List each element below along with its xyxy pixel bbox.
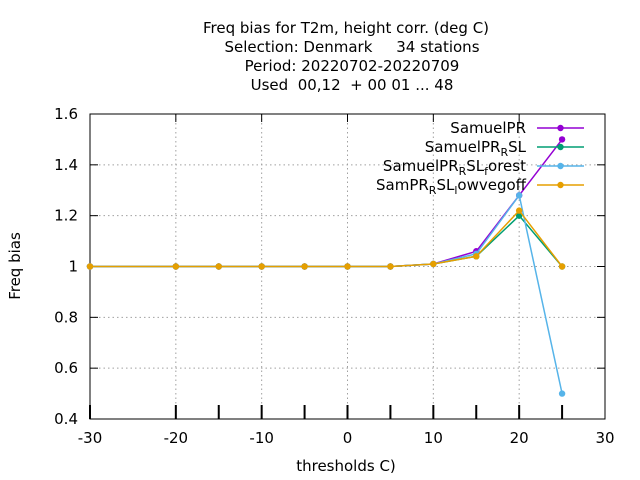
x-tick-label: -30 [78, 429, 103, 447]
data-point [387, 263, 394, 270]
data-point [558, 263, 566, 270]
axes: 0.4 0.6 0.8 1 1.2 1.4 1.6 -30 -20 -10 0 10 20 30 [54, 105, 614, 447]
y-tick-label: 0.8 [54, 308, 78, 326]
title-line-3: Period: 20220702-20220709 [245, 57, 460, 75]
y-tick-label: 0.6 [54, 359, 78, 377]
legend-label: SamuelPR [450, 119, 526, 137]
title-line-2: Selection: Denmark 34 stations [224, 38, 479, 56]
series-line [90, 209, 563, 268]
data-point [473, 253, 480, 260]
legend-label: SamuelPRRSL [425, 138, 527, 159]
data-point [558, 136, 566, 143]
x-tick-label: -10 [249, 429, 274, 447]
y-tick-label: 1 [68, 258, 78, 276]
legend-swatch-marker [557, 162, 564, 170]
data-point [301, 263, 308, 270]
legend-swatch-marker [557, 143, 564, 151]
data-point [344, 263, 351, 270]
series-SamuelPR_RSL_forest [86, 192, 566, 397]
title-line-4: Used 00,12 + 00 01 ... 48 [251, 76, 454, 94]
series-group [86, 136, 566, 397]
x-tick-label: 10 [424, 429, 443, 447]
data-point [215, 263, 222, 270]
x-tick-label: 30 [595, 429, 614, 447]
title-line-1: Freq bias for T2m, height corr. (deg C) [203, 19, 489, 37]
data-point [86, 263, 94, 270]
data-point [430, 260, 437, 268]
data-point [515, 212, 523, 219]
legend-swatch-marker [557, 124, 564, 132]
data-point [258, 263, 265, 270]
series-SamPR_RSL_lowvegoff [86, 207, 566, 270]
data-point [172, 263, 180, 270]
y-tick-label: 1.4 [54, 156, 78, 174]
chart-title: Freq bias for T2m, height corr. (deg C) … [203, 19, 489, 94]
x-tick-label: -20 [164, 429, 189, 447]
y-tick-label: 1.2 [54, 207, 78, 225]
legend-label: SamuelPRRSLforest [383, 157, 526, 178]
series-line [90, 193, 563, 394]
y-tick-label: 0.4 [54, 410, 78, 428]
legend: SamuelPRSamuelPRRSLSamuelPRRSLforestSamP… [376, 119, 584, 197]
x-tick-label: 0 [343, 429, 353, 447]
y-axis-label: Freq bias [6, 232, 24, 300]
x-axis-label: thresholds C) [296, 457, 396, 475]
legend-label: SamPRRSLlowvegoff [376, 176, 527, 197]
data-point [515, 192, 523, 199]
legend-swatch-marker [557, 181, 564, 189]
x-tick-label: 20 [510, 429, 529, 447]
series-SamuelPR_RSL [86, 212, 566, 270]
y-tick-label: 1.6 [54, 105, 78, 123]
data-point [558, 390, 566, 397]
data-point [515, 207, 523, 214]
